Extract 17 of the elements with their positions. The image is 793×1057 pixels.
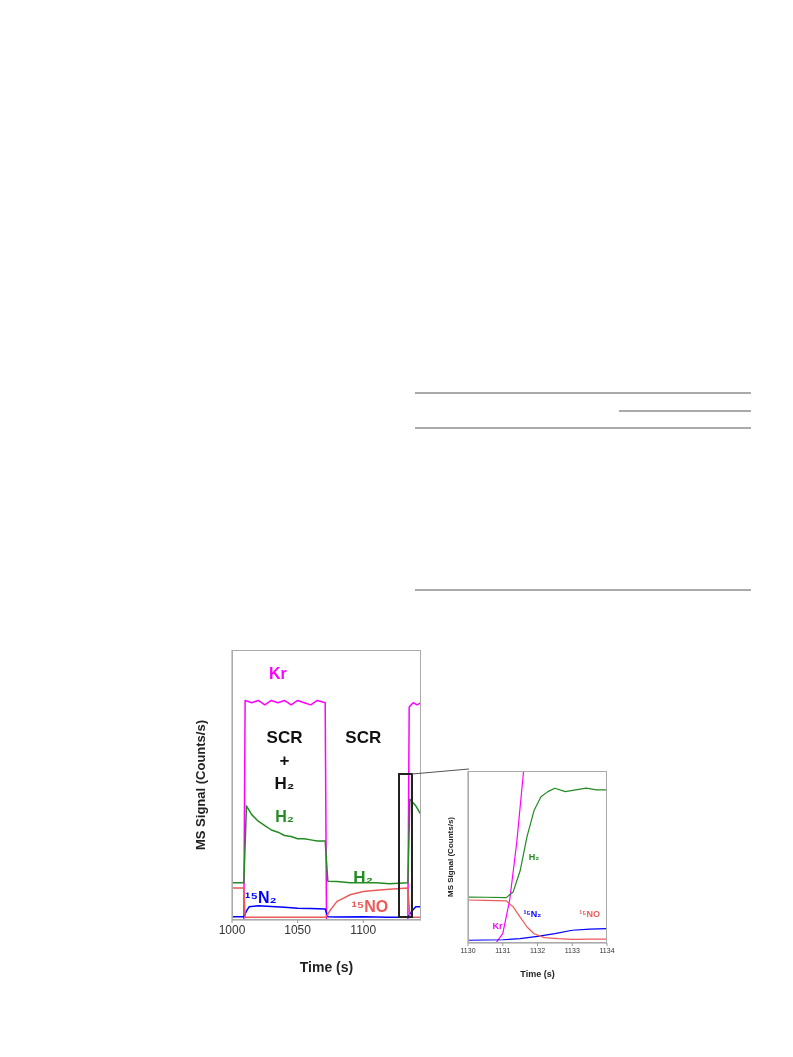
series-label: Kr (269, 665, 287, 684)
series-label: H₂ (275, 807, 294, 826)
annotation: SCR + H₂ (266, 726, 303, 795)
x-axis-title: Time (s) (299, 959, 354, 975)
series-label: Kr (492, 920, 503, 931)
y-axis-title: MS Signal (Counts/s) (192, 720, 208, 850)
annotation: SCR (345, 726, 382, 749)
series-label: ¹⁵N₂ (523, 908, 542, 919)
x-tick-label: 1000 (218, 922, 246, 937)
text: ¹⁵NO (579, 908, 600, 919)
y-axis-title: MS Signal (Counts/s) (445, 816, 455, 897)
series-label: ¹⁵N₂ (245, 889, 277, 908)
series-label: ¹⁵NO (351, 897, 389, 916)
x-tick-label: 1050 (284, 922, 312, 937)
x-axis-title: Time (s) (520, 969, 555, 979)
x-tick-label: 1100 (350, 922, 377, 937)
series-label: H₂ (528, 852, 540, 862)
